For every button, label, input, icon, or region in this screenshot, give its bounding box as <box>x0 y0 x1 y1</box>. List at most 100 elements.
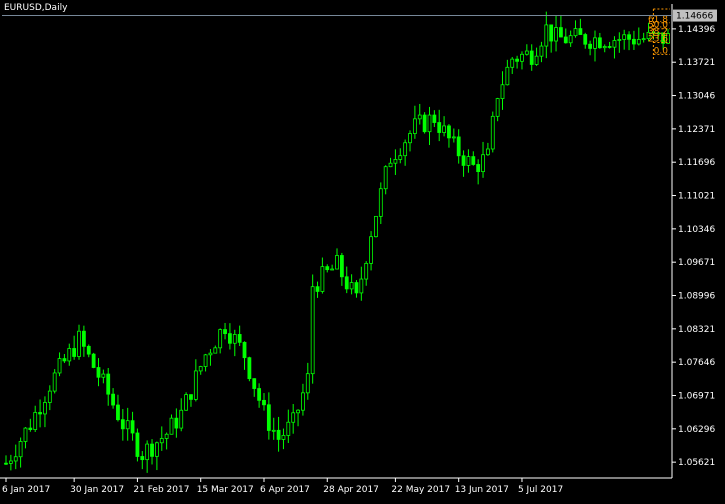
candle-body <box>77 330 81 357</box>
candle-body <box>262 399 266 406</box>
fib-level-label: 61.8 <box>648 15 668 25</box>
candle-body <box>252 378 257 389</box>
candle-body <box>130 420 135 434</box>
candle-body <box>18 441 23 458</box>
current-price-label: 1.14666 <box>676 12 713 22</box>
candle-body <box>67 348 72 362</box>
price-tick-label: 1.13721 <box>678 58 715 68</box>
candle-body <box>266 404 271 431</box>
candle-body <box>495 98 500 117</box>
candle-body <box>539 45 544 57</box>
candle-body <box>106 373 111 395</box>
candle-body <box>451 136 456 139</box>
candle-body <box>111 393 115 406</box>
candle-body <box>607 46 612 48</box>
candle-body <box>325 266 330 271</box>
candle-body <box>281 435 286 440</box>
candle-body <box>427 114 432 133</box>
price-tick-label: 1.07646 <box>678 358 715 368</box>
candle-body <box>349 282 354 290</box>
candle-body <box>291 412 296 423</box>
candle-body <box>393 159 398 164</box>
candle-body <box>237 334 242 343</box>
candle-body <box>466 156 471 166</box>
candle-body <box>656 32 661 35</box>
candle-body <box>101 373 106 378</box>
candle-body <box>617 39 622 41</box>
candle-body <box>646 31 651 40</box>
candle-body <box>447 125 451 139</box>
time-tick-label: 6 Apr 2017 <box>260 485 310 495</box>
candle-body <box>500 84 505 99</box>
candle-body <box>593 37 597 49</box>
candle-body <box>125 420 130 430</box>
candle-body <box>388 162 393 168</box>
fib-level-label: 23.6 <box>648 35 668 45</box>
fib-level-label: 38.2 <box>648 27 668 37</box>
price-tick-label: 1.13046 <box>678 92 715 102</box>
candle-body <box>86 345 91 355</box>
candle-body <box>91 353 96 368</box>
candle-body <box>403 142 408 157</box>
candle-body <box>510 58 515 68</box>
price-tick-label: 1.11021 <box>678 192 715 202</box>
candle-body <box>378 188 383 217</box>
time-tick-label: 21 Feb 2017 <box>133 485 189 495</box>
price-tick-label: 1.06296 <box>678 425 715 435</box>
candle-body <box>485 148 490 156</box>
candle-body <box>276 429 281 440</box>
candle-body <box>81 330 86 347</box>
price-tick-label: 1.12371 <box>678 125 715 135</box>
candle-body <box>335 255 339 270</box>
candle-body <box>520 53 524 62</box>
price-tick-label: 1.08996 <box>678 292 715 302</box>
candle-body <box>159 438 164 444</box>
candle-body <box>422 114 427 133</box>
candle-body <box>52 372 57 392</box>
time-tick-label: 22 May 2017 <box>391 485 450 495</box>
candle-body <box>554 27 558 42</box>
candle-body <box>661 32 666 44</box>
candle-body <box>602 46 607 49</box>
candle-body <box>232 334 237 344</box>
candle-body <box>544 24 549 47</box>
candle-body <box>597 37 602 49</box>
candle-body <box>359 278 364 294</box>
candle-body <box>369 236 373 264</box>
candle-body <box>417 114 422 120</box>
candle-body <box>524 50 529 55</box>
candle-body <box>339 255 344 278</box>
candle-body <box>213 347 218 354</box>
candle-body <box>320 266 325 292</box>
candle-body <box>461 155 466 166</box>
candle-body <box>203 354 208 367</box>
candle-body <box>208 352 213 356</box>
candle-body <box>57 358 62 374</box>
candle-body <box>505 66 510 86</box>
symbol-title: EURUSD,Daily <box>4 3 68 13</box>
candle-body <box>43 402 47 415</box>
axes-layer: 1.14396 1.13721 1.13046 1.12371 1.11696 1.110… <box>0 4 717 495</box>
price-tick-label: 1.09671 <box>678 258 715 268</box>
candle-body <box>612 40 617 48</box>
candle-body <box>4 462 8 465</box>
fibonacci-retracement[interactable]: 61.850.038.223.60.0 <box>648 8 670 61</box>
candle-body <box>8 460 13 464</box>
candle-body <box>301 392 305 411</box>
candle-body <box>96 367 101 378</box>
candle-body <box>481 154 485 173</box>
candle-body <box>189 394 193 400</box>
price-tick-label: 1.11696 <box>678 158 715 168</box>
candle-body <box>38 412 42 415</box>
candle-body <box>271 429 276 432</box>
candle-body <box>588 43 593 49</box>
current-price-box <box>673 9 717 22</box>
candle-body <box>164 433 169 439</box>
time-tick-label: 13 Jun 2017 <box>455 485 509 495</box>
fib-level-label: 50.0 <box>648 21 668 31</box>
candles-layer <box>4 11 670 473</box>
candle-body <box>408 133 412 144</box>
price-tick-label: 1.08321 <box>678 325 715 335</box>
